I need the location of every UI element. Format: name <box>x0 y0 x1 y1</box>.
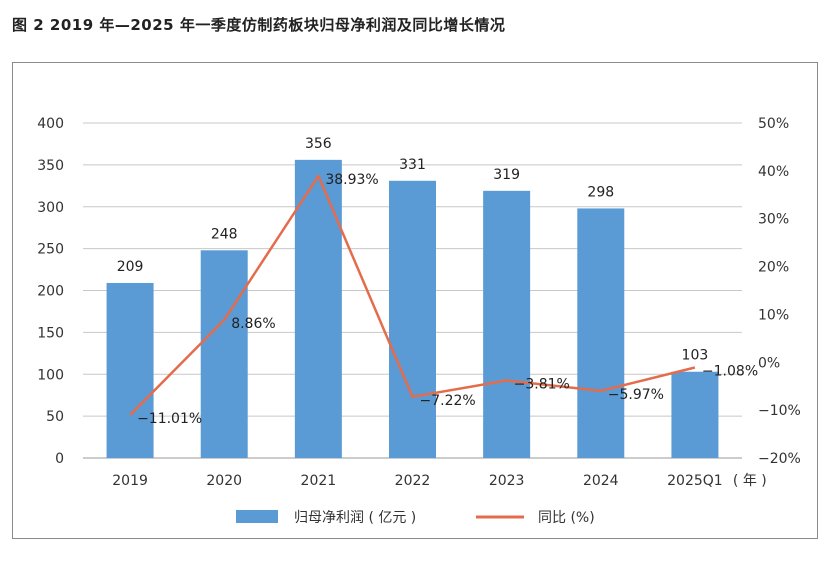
line-data-label: −5.97% <box>608 387 664 403</box>
right-axis-tick: 30% <box>758 212 789 228</box>
bar-series <box>106 159 719 458</box>
left-axis-tick: 100 <box>37 367 64 383</box>
right-axis-tick: 50% <box>758 116 789 132</box>
left-axis-tick: 250 <box>37 242 64 258</box>
bar <box>483 190 531 458</box>
x-axis-tick: 2020 <box>206 473 242 489</box>
left-axis-tick: 350 <box>37 158 64 174</box>
bar <box>294 159 342 458</box>
line-data-labels: −11.01% 8.86% 38.93% −7.22% −3.81% −5.97% −1.0… <box>137 172 758 427</box>
bar-data-label: 319 <box>493 167 520 183</box>
bar <box>389 180 436 458</box>
left-axis-tick: 400 <box>37 116 64 132</box>
bar-data-label: 331 <box>399 157 426 173</box>
line-data-label: −1.08% <box>702 363 758 379</box>
bar-data-label: 248 <box>211 226 238 242</box>
bar-data-labels: 209 248 356 331 319 298 103 <box>117 136 709 364</box>
chart-frame <box>12 62 818 539</box>
right-axis-tick: −10% <box>758 403 801 419</box>
right-axis-tick: 10% <box>758 307 789 323</box>
line-data-label: −11.01% <box>137 411 202 427</box>
x-axis-tick: 2019 <box>112 473 148 489</box>
right-axis-ticks: −20% −10% 0% 10% 20% 30% 40% 50% <box>758 116 801 467</box>
x-axis-tick: 2025Q1 <box>667 473 723 489</box>
legend: 归母净利润 ( 亿元 ) 同比 (%) <box>236 509 595 526</box>
left-axis-tick: 300 <box>37 200 64 216</box>
bar-data-label: 209 <box>117 259 144 275</box>
line-data-label: −3.81% <box>514 377 570 393</box>
legend-bar-label: 归母净利润 ( 亿元 ) <box>294 509 416 526</box>
bar-data-label: 103 <box>682 348 709 364</box>
left-axis-tick: 150 <box>37 325 64 341</box>
line-series <box>129 174 696 416</box>
legend-line-label: 同比 (%) <box>538 510 595 526</box>
x-axis-ticks: 2019 2020 2021 2022 2023 2024 2025Q1 ( 年 ) <box>112 473 767 489</box>
x-axis-tick: 2021 <box>301 473 337 489</box>
bar <box>200 250 248 458</box>
x-axis-tick: 2023 <box>489 473 525 489</box>
right-axis-tick: 40% <box>758 164 789 180</box>
right-axis-tick: 20% <box>758 260 789 276</box>
line-data-label: −7.22% <box>420 393 476 409</box>
bar-data-label: 298 <box>587 184 614 200</box>
line-data-label: 8.86% <box>231 316 275 332</box>
bar-data-label: 356 <box>305 136 332 152</box>
bar <box>577 208 625 458</box>
left-axis-tick: 0 <box>55 451 64 467</box>
yoy-line <box>129 174 696 416</box>
right-axis-tick: −20% <box>758 451 801 467</box>
legend-bar-swatch <box>236 510 278 523</box>
line-data-label: 38.93% <box>325 172 378 188</box>
figure-title: 图 2 2019 年—2025 年一季度仿制药板块归母净利润及同比增长情况 <box>12 16 506 34</box>
x-axis-tick: 2024 <box>583 473 619 489</box>
x-axis-tick: 2022 <box>395 473 431 489</box>
left-axis-tick: 200 <box>37 284 64 300</box>
right-axis-tick: 0% <box>758 355 780 371</box>
x-axis-unit-label: ( 年 ) <box>733 473 767 489</box>
bar <box>671 371 719 458</box>
bar <box>106 282 154 458</box>
left-axis-tick: 50 <box>46 409 64 425</box>
left-axis-ticks: 0 50 100 150 200 250 300 350 400 <box>37 116 64 467</box>
